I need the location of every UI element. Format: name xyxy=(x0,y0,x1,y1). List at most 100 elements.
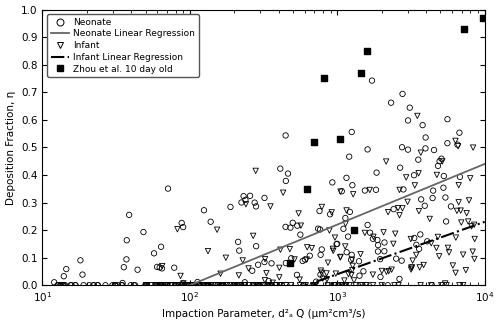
Neonate xyxy=(316,272,324,277)
Neonate xyxy=(118,283,126,288)
Neonate xyxy=(172,283,180,288)
Neonate xyxy=(301,257,309,262)
Neonate xyxy=(236,283,244,288)
Neonate xyxy=(364,222,372,227)
Neonate xyxy=(364,147,372,152)
Neonate xyxy=(218,283,226,288)
Infant xyxy=(228,283,235,288)
Neonate xyxy=(246,193,254,199)
Neonate xyxy=(54,283,62,288)
Neonate xyxy=(219,283,227,288)
Neonate xyxy=(241,283,249,288)
Infant xyxy=(261,278,269,283)
Neonate xyxy=(368,78,376,83)
Infant xyxy=(216,271,224,276)
Neonate xyxy=(142,283,150,288)
Neonate xyxy=(293,272,301,278)
Infant xyxy=(181,283,189,288)
Infant xyxy=(222,283,230,288)
Infant xyxy=(157,283,165,288)
Infant xyxy=(382,269,390,274)
Infant xyxy=(318,276,326,281)
Infant xyxy=(434,234,442,240)
Infant xyxy=(218,283,226,288)
Neonate xyxy=(118,280,126,286)
Neonate xyxy=(342,250,350,255)
Infant xyxy=(454,144,462,149)
Infant xyxy=(366,187,374,192)
Neonate xyxy=(422,135,430,140)
Infant xyxy=(348,272,356,278)
Neonate xyxy=(170,265,178,270)
Infant xyxy=(176,273,184,279)
Neonate xyxy=(421,203,429,208)
Neonate xyxy=(238,200,246,205)
Neonate xyxy=(230,283,238,288)
Neonate xyxy=(114,283,122,288)
Neonate xyxy=(142,283,150,288)
Infant xyxy=(317,268,325,273)
Y-axis label: Deposition Fraction, η: Deposition Fraction, η xyxy=(6,90,16,204)
Infant xyxy=(184,283,192,288)
Neonate xyxy=(318,247,326,252)
Infant xyxy=(164,283,172,288)
Infant xyxy=(332,271,340,276)
Neonate xyxy=(372,170,380,175)
Infant xyxy=(252,283,260,288)
Infant xyxy=(449,263,457,268)
Infant xyxy=(296,277,304,282)
Infant xyxy=(206,283,214,288)
Infant xyxy=(336,254,344,260)
Neonate xyxy=(86,283,94,288)
Infant xyxy=(259,283,267,288)
Infant xyxy=(459,252,467,257)
Neonate xyxy=(338,188,346,194)
Infant xyxy=(433,172,441,177)
Infant xyxy=(349,192,357,197)
Infant xyxy=(262,271,270,276)
Neonate xyxy=(250,200,258,205)
Neonate xyxy=(333,241,341,246)
Infant xyxy=(435,254,443,259)
Infant xyxy=(370,234,378,240)
Neonate xyxy=(288,220,296,225)
Neonate xyxy=(250,283,258,288)
Neonate xyxy=(326,212,334,217)
Neonate xyxy=(398,145,406,150)
Infant xyxy=(308,245,316,251)
Neonate xyxy=(456,174,464,179)
Neonate xyxy=(58,283,66,288)
Infant xyxy=(391,231,399,236)
Infant xyxy=(322,271,330,276)
Infant xyxy=(200,283,207,288)
Neonate xyxy=(178,283,186,288)
Neonate xyxy=(153,264,161,269)
Neonate xyxy=(282,224,290,229)
Neonate xyxy=(61,283,69,288)
Infant xyxy=(324,260,332,265)
Neonate xyxy=(234,239,242,244)
Neonate xyxy=(54,283,62,288)
Neonate xyxy=(422,146,430,151)
Neonate xyxy=(90,283,98,288)
Infant xyxy=(147,283,155,288)
Infant xyxy=(156,283,164,288)
Neonate xyxy=(294,223,302,228)
Neonate xyxy=(374,237,382,242)
Infant xyxy=(200,283,208,288)
Infant xyxy=(390,241,398,246)
Neonate xyxy=(314,226,322,231)
Neonate xyxy=(282,178,290,184)
Infant xyxy=(408,265,416,270)
Neonate xyxy=(153,283,161,288)
Infant xyxy=(142,283,150,288)
Neonate xyxy=(60,274,68,279)
Zhou et al. 10 day old xyxy=(310,139,318,145)
Neonate xyxy=(150,251,158,256)
Infant xyxy=(257,283,265,288)
Infant xyxy=(402,175,410,180)
Infant xyxy=(330,283,338,288)
Infant xyxy=(462,211,470,216)
Infant xyxy=(348,257,356,262)
Neonate xyxy=(312,279,320,284)
